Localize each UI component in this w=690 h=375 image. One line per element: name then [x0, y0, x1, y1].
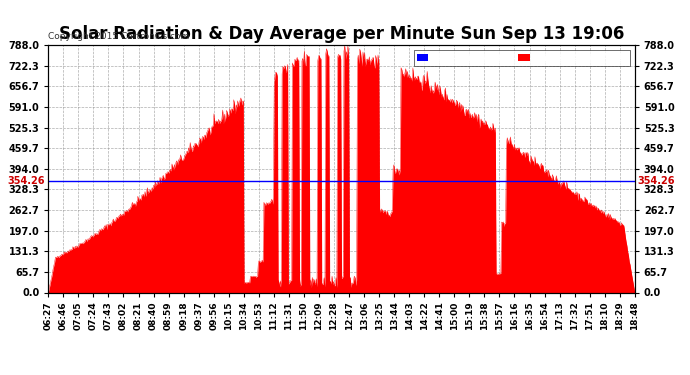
Legend: Median (w/m2), Radiation (w/m2): Median (w/m2), Radiation (w/m2) [414, 50, 630, 66]
Title: Solar Radiation & Day Average per Minute Sun Sep 13 19:06: Solar Radiation & Day Average per Minute… [59, 26, 624, 44]
Text: Copyright 2015 Cartronics.com: Copyright 2015 Cartronics.com [48, 32, 190, 41]
Text: 354.26: 354.26 [638, 176, 676, 186]
Text: 354.26: 354.26 [8, 176, 46, 186]
